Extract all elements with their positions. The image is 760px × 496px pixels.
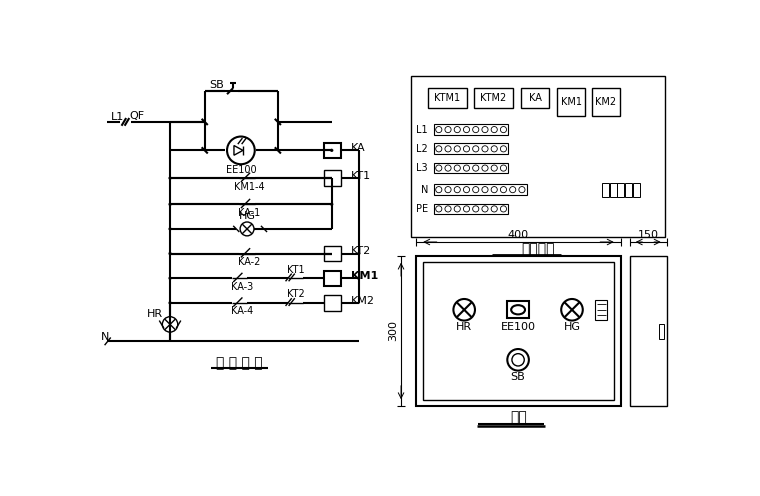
Bar [411,76,665,238]
Text: HG: HG [239,211,255,221]
Text: SB: SB [511,372,525,382]
Text: KM1: KM1 [351,271,378,281]
Text: L1: L1 [111,112,124,122]
Bar [625,183,632,196]
Text: 150: 150 [638,230,659,240]
Text: KM1: KM1 [561,97,581,107]
Text: 控 制 回 路: 控 制 回 路 [216,356,263,370]
Text: KM2: KM2 [595,97,616,107]
Bar [434,203,508,214]
Bar [508,301,529,318]
Text: N: N [420,185,428,194]
Text: KM2: KM2 [351,296,375,306]
Bar [324,143,341,158]
Circle shape [357,252,360,255]
Bar [602,183,609,196]
Bar [595,300,607,320]
Text: KA-3: KA-3 [230,282,253,292]
Text: KT1: KT1 [287,265,304,275]
Bar [428,88,467,108]
Circle shape [357,277,360,280]
Text: KA-4: KA-4 [230,307,253,316]
Circle shape [169,252,172,255]
Text: KT2: KT2 [351,246,371,256]
Text: KTM1: KTM1 [434,93,461,103]
Bar [324,270,341,286]
Text: HR: HR [147,309,163,318]
Bar [617,183,625,196]
Bar [324,246,341,261]
Text: EE100: EE100 [501,322,536,332]
Bar [434,124,508,135]
Bar [434,163,508,174]
Bar [434,143,508,154]
Bar [557,88,585,116]
Circle shape [169,277,172,280]
Bar [474,88,513,108]
Text: KA: KA [529,93,541,103]
Circle shape [169,301,172,305]
Text: PE: PE [416,204,428,214]
Bar [324,295,341,310]
Text: SB: SB [209,80,223,90]
Text: 400: 400 [508,230,529,240]
Text: HR: HR [456,322,472,332]
Circle shape [169,203,172,206]
Bar [521,88,549,108]
Bar [592,88,619,116]
Circle shape [330,149,334,152]
Text: HG: HG [563,322,581,332]
Text: KA: KA [351,143,366,153]
Text: L2: L2 [416,144,428,154]
Text: N: N [101,332,109,342]
Bar [630,256,667,406]
Text: L3: L3 [416,163,428,173]
Text: KT1: KT1 [351,171,371,181]
Text: L1: L1 [416,124,428,134]
Text: 300: 300 [388,320,398,341]
Text: KT2: KT2 [287,289,305,300]
Bar [423,262,614,400]
Text: 元件布置: 元件布置 [521,242,555,256]
Bar [610,183,616,196]
Bar [324,171,341,186]
Circle shape [169,227,172,231]
Text: EE100: EE100 [226,165,256,176]
Bar [633,183,640,196]
Circle shape [330,203,334,206]
Bar [434,184,527,195]
Text: 正家: 正家 [510,411,527,425]
Text: QF: QF [129,112,144,122]
Bar [416,256,620,406]
Text: KA-2: KA-2 [238,257,261,267]
Bar [659,323,664,339]
Text: KTM2: KTM2 [480,93,507,103]
Text: KM1-4: KM1-4 [234,182,264,191]
Circle shape [169,177,172,180]
Text: KA-1: KA-1 [238,208,261,218]
